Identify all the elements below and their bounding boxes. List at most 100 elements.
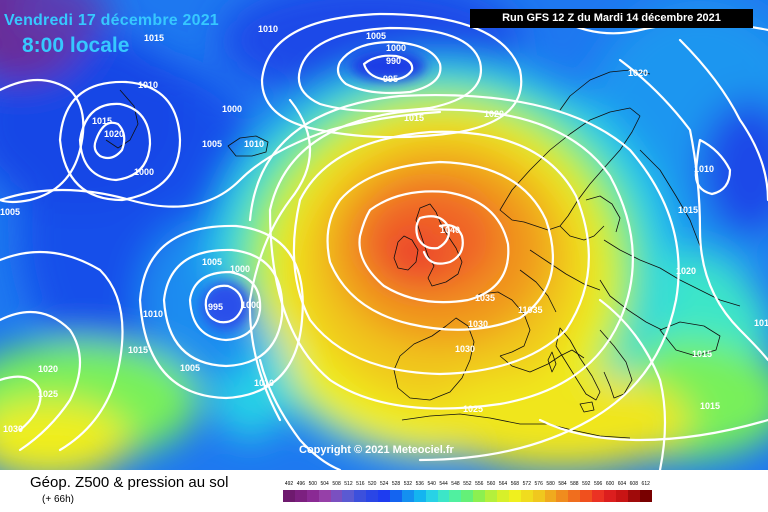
scale-label: 580	[546, 481, 555, 487]
valid-date: Vendredi 17 décembre 2021	[4, 12, 219, 29]
scale-color	[556, 490, 569, 502]
pressure-label: 995	[208, 302, 223, 312]
pressure-label: 1015	[404, 113, 424, 123]
pressure-label: 1010	[754, 318, 768, 328]
scale-label: 536	[415, 481, 424, 487]
scale-color	[283, 490, 295, 502]
scale-label: 560	[486, 481, 496, 487]
isobars	[0, 12, 768, 470]
pressure-label: 1015	[92, 116, 112, 126]
scale-color	[437, 490, 450, 502]
scale-color	[461, 490, 474, 502]
scale-color	[342, 490, 355, 502]
scale-color	[378, 490, 391, 502]
pressure-label: 1015	[128, 345, 148, 355]
scale-color	[568, 490, 581, 502]
scale-label: 604	[617, 481, 627, 487]
geopotential-field	[0, 0, 768, 470]
pressure-label: 1000	[134, 167, 154, 177]
weather-map: 1010 1015 1005 1000 990 995 1020 1010 10…	[0, 0, 768, 470]
scale-label: 612	[641, 481, 650, 487]
pressure-labels: 1010 1015 1005 1000 990 995 1020 1010 10…	[0, 24, 768, 434]
pressure-label: 1020	[676, 266, 696, 276]
scale-color	[627, 490, 640, 502]
scale-label: 588	[570, 481, 579, 487]
scale-color	[485, 490, 498, 502]
pressure-label: 1010	[254, 378, 274, 388]
pressure-label: 1010	[244, 139, 264, 149]
copyright: Copyright © 2021 Meteociel.fr	[299, 444, 454, 456]
run-info: Run GFS 12 Z du Mardi 14 décembre 2021	[470, 9, 753, 28]
pressure-label: 1010	[138, 80, 158, 90]
scale-color	[639, 490, 652, 502]
scale-label: 508	[332, 481, 341, 487]
scale-color	[401, 490, 414, 502]
pressure-label: 1000	[241, 300, 261, 310]
pressure-label: 1020	[38, 364, 58, 374]
scale-color	[366, 490, 379, 502]
scale-label: 532	[403, 481, 413, 487]
pressure-label: 1015	[700, 401, 720, 411]
pressure-label: 1035	[475, 293, 495, 303]
pressure-label: 1010	[143, 309, 163, 319]
pressure-label: 1010	[694, 164, 714, 174]
scale-label: 552	[463, 481, 472, 487]
scale-label: 592	[582, 481, 591, 487]
scale-color	[425, 490, 438, 502]
scale-label: 540	[427, 481, 436, 487]
legend-title: Géop. Z500 & pression au sol	[30, 474, 229, 491]
scale-color	[449, 490, 462, 502]
scale-label: 608	[629, 481, 638, 487]
scale-color	[330, 490, 343, 502]
scale-label: 584	[558, 481, 567, 487]
pressure-label: 1030	[468, 319, 488, 329]
pressure-label: 1030	[3, 424, 23, 434]
scale-label: 496	[296, 481, 306, 487]
scale-label: 600	[605, 481, 615, 487]
pressure-label: 1015	[692, 349, 712, 359]
pressure-label: 1005	[180, 363, 200, 373]
pressure-label: 1005	[202, 257, 222, 267]
scale-color	[615, 490, 628, 502]
scale-color	[508, 490, 521, 502]
scale-label: 516	[356, 481, 365, 487]
scale-color	[318, 490, 331, 502]
pressure-label: 1015	[144, 33, 164, 43]
scale-label: 576	[534, 481, 543, 487]
scale-color	[520, 490, 533, 502]
valid-time: 8:00 locale	[22, 34, 130, 57]
pressure-label: 1025	[38, 389, 58, 399]
scale-label: 568	[510, 481, 520, 487]
scale-label: 492	[284, 481, 294, 487]
scale-label: 528	[391, 481, 401, 487]
pressure-label: 1015	[678, 205, 698, 215]
scale-color	[390, 490, 403, 502]
legend-footer: Géop. Z500 & pression au sol (+ 66h) 492…	[0, 470, 768, 512]
scale-label: 548	[451, 481, 460, 487]
pressure-label: 1005	[366, 31, 386, 41]
scale-color	[592, 490, 605, 502]
scale-label: 596	[593, 481, 603, 487]
scale-color	[413, 490, 426, 502]
pressure-label: 1005	[0, 207, 20, 217]
pressure-label: 995	[383, 74, 398, 84]
pressure-label: 1000	[386, 43, 406, 53]
scale-color	[306, 490, 319, 502]
scale-color	[604, 490, 617, 502]
scale-label: 520	[368, 481, 377, 487]
scale-label: 512	[344, 481, 353, 487]
scale-color	[544, 490, 557, 502]
scale-label: 500	[308, 481, 317, 487]
scale-color	[532, 490, 545, 502]
scale-label: 504	[320, 481, 329, 487]
scale-color	[473, 490, 486, 502]
scale-label: 556	[475, 481, 484, 487]
pressure-label: 1020	[104, 129, 124, 139]
pressure-label: 990	[386, 56, 401, 66]
scale-color	[294, 490, 307, 502]
scale-label: 524	[379, 481, 389, 487]
scale-color	[580, 490, 593, 502]
pressure-label: 1040	[440, 225, 460, 235]
scale-color	[497, 490, 510, 502]
